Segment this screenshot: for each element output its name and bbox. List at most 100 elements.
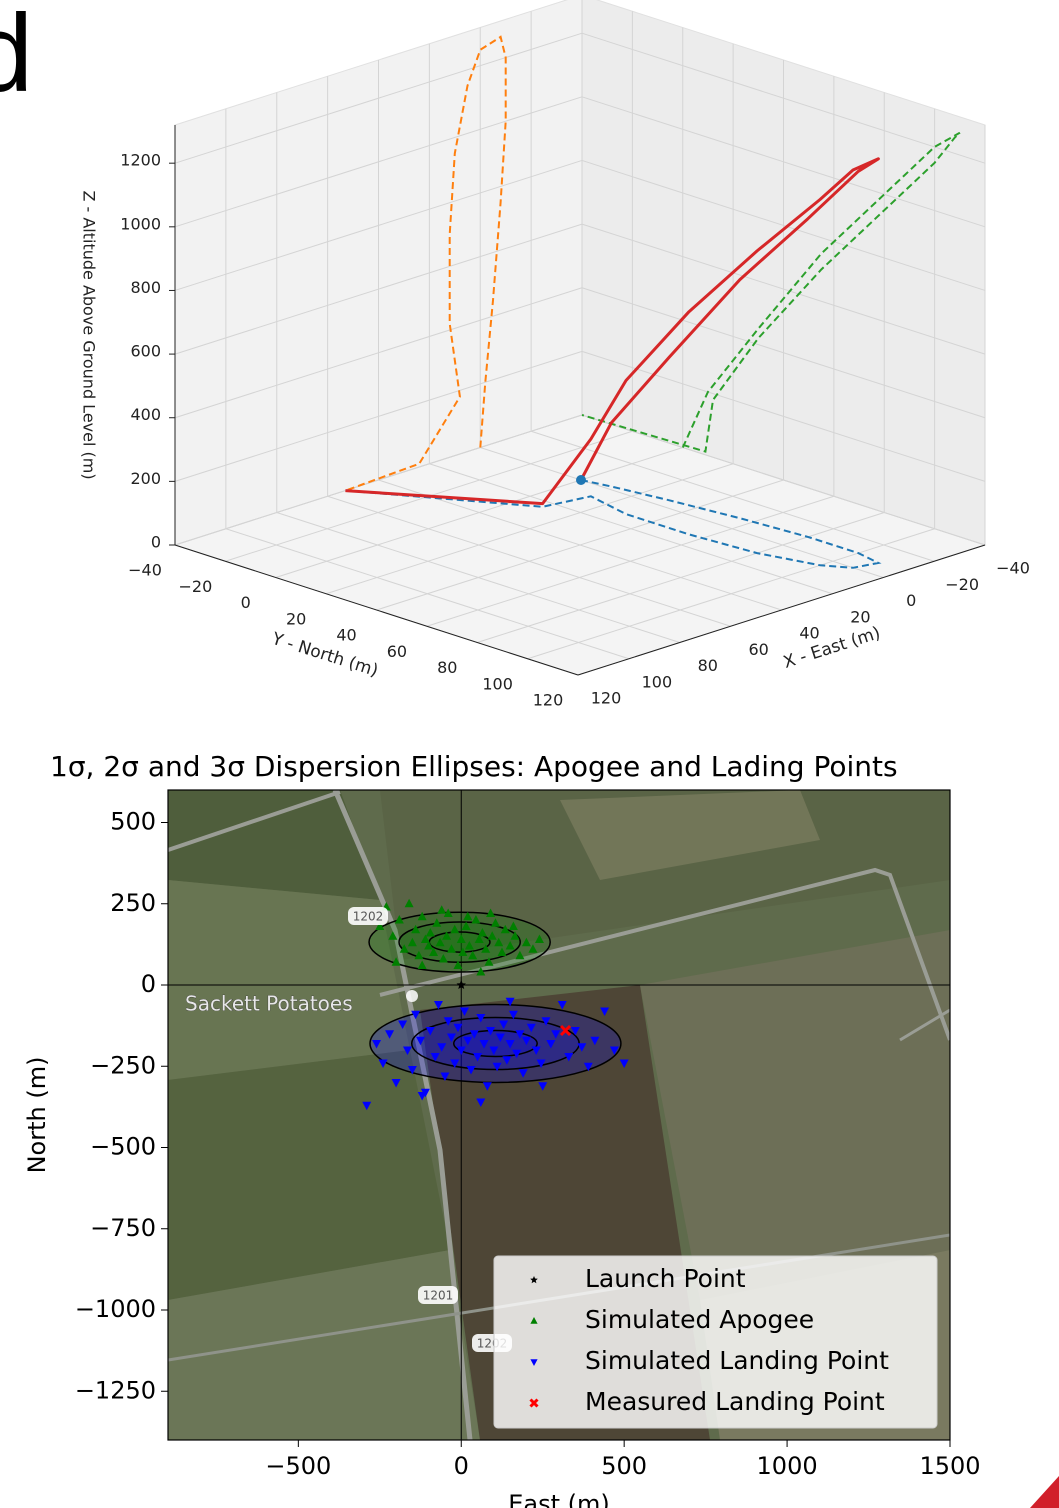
- grid-line: [581, 96, 986, 228]
- legend-marker: [530, 1359, 538, 1366]
- scatter-point: [375, 921, 385, 930]
- scatter-point: [430, 1053, 440, 1062]
- scatter-point: [460, 1007, 470, 1016]
- legend-box: [493, 1255, 938, 1429]
- scatter-point: [466, 1066, 476, 1075]
- trajectory-projection: [581, 131, 961, 453]
- grid-line: [275, 447, 683, 578]
- scatter-point: [505, 997, 515, 1007]
- scatter-point: [378, 1059, 388, 1068]
- grid-line: [581, 350, 986, 482]
- scatter-point: [486, 908, 496, 917]
- trajectory-projection: [345, 479, 882, 569]
- grid-line: [376, 479, 784, 611]
- legend-marker: [530, 1317, 538, 1324]
- x-tick-label: 80: [698, 656, 718, 675]
- plot-frame: [167, 789, 951, 1441]
- scatter-point: [564, 1053, 574, 1062]
- scatter-point: [437, 905, 447, 914]
- slide-decoration: [1030, 1476, 1059, 1508]
- scatter-point: [477, 928, 487, 937]
- legend-label: Measured Landing Point: [585, 1387, 885, 1416]
- scatter-point: [619, 1059, 629, 1068]
- scatter-point: [505, 941, 515, 950]
- legend-label: Launch Point: [585, 1264, 746, 1293]
- scatter-point: [411, 924, 421, 934]
- scatter-point: [404, 898, 414, 908]
- scatter-point: [476, 1098, 486, 1107]
- scatter-point: [484, 957, 494, 966]
- scatter-point: [546, 1040, 556, 1049]
- legend-marker: [530, 1276, 538, 1284]
- scatter-point: [551, 1030, 561, 1039]
- scatter-point: [420, 934, 430, 943]
- x-tick-label: −40: [996, 559, 1030, 578]
- x-tick-label: −20: [945, 575, 979, 594]
- y-tick-label: −1250: [75, 1376, 156, 1404]
- scatter-point: [385, 1030, 395, 1039]
- grid-line: [174, 223, 583, 355]
- launch-point: [576, 475, 586, 485]
- scatter-point: [495, 1033, 505, 1042]
- grid-line: [325, 463, 734, 595]
- scatter-point: [417, 960, 427, 969]
- grid-line: [477, 512, 885, 643]
- x-axis-label: X - East (m): [781, 623, 883, 673]
- x-tick-label: 0: [454, 1452, 469, 1480]
- legend-label: Simulated Apogee: [585, 1305, 814, 1334]
- scatter-point: [425, 1027, 435, 1036]
- scatter-point: [446, 1033, 456, 1042]
- scatter-point: [456, 980, 466, 989]
- slide-title-fragment: d: [0, 0, 33, 115]
- scatter-point: [440, 1072, 450, 1081]
- scatter-point: [435, 937, 445, 947]
- scatter-point: [402, 1046, 412, 1055]
- scatter-point: [450, 924, 460, 934]
- z-axis-label: Z - Altitude Above Ground Level (m): [80, 190, 99, 479]
- scatter-point: [531, 1046, 541, 1055]
- scatter-point: [600, 1007, 610, 1016]
- scatter-point: [510, 931, 520, 940]
- scatter-point: [432, 918, 442, 927]
- y-tick-label: −750: [90, 1214, 156, 1242]
- scatter-point: [417, 911, 427, 921]
- legend-label: Simulated Landing Point: [585, 1346, 889, 1375]
- scatter-point: [494, 937, 504, 947]
- scatter-point: [438, 954, 448, 963]
- scatter-point: [541, 1017, 551, 1026]
- scatter-point: [458, 947, 468, 956]
- scatter-point: [453, 960, 463, 969]
- scatter-point: [391, 957, 401, 966]
- scatter-point: [489, 1046, 499, 1055]
- y-tick-label: 40: [336, 626, 356, 645]
- scatter-point: [521, 937, 531, 947]
- scatter-point: [481, 944, 491, 953]
- scatter-point: [508, 921, 518, 930]
- scatter-point: [442, 931, 452, 940]
- trajectory: [345, 157, 880, 506]
- grid-line: [581, 223, 986, 355]
- x-tick-label: 120: [591, 689, 622, 708]
- x-tick-label: 500: [601, 1452, 647, 1480]
- scatter-point: [583, 1062, 593, 1072]
- scatter-point: [453, 1023, 463, 1033]
- scatter-point: [398, 1020, 408, 1029]
- z-tick-label: 600: [130, 342, 161, 361]
- scatter-point: [487, 931, 497, 940]
- scatter-point: [372, 1040, 382, 1049]
- scatter-point: [407, 937, 417, 947]
- dispersion-ellipse: [369, 1003, 622, 1084]
- road-label-box: [418, 1286, 458, 1304]
- axis-line: [577, 544, 986, 676]
- scatter-point: [538, 1082, 548, 1091]
- legend-marker: [529, 1398, 539, 1408]
- grid-line: [581, 414, 986, 546]
- grid-line: [174, 159, 583, 291]
- scatter-point: [399, 944, 409, 953]
- y-tick-label: 250: [110, 889, 156, 917]
- x-tick-label: 60: [748, 640, 768, 659]
- scatter-point: [570, 1027, 580, 1036]
- scatter-point: [500, 924, 510, 934]
- scatter-point: [388, 931, 398, 940]
- scatter-point: [464, 941, 474, 950]
